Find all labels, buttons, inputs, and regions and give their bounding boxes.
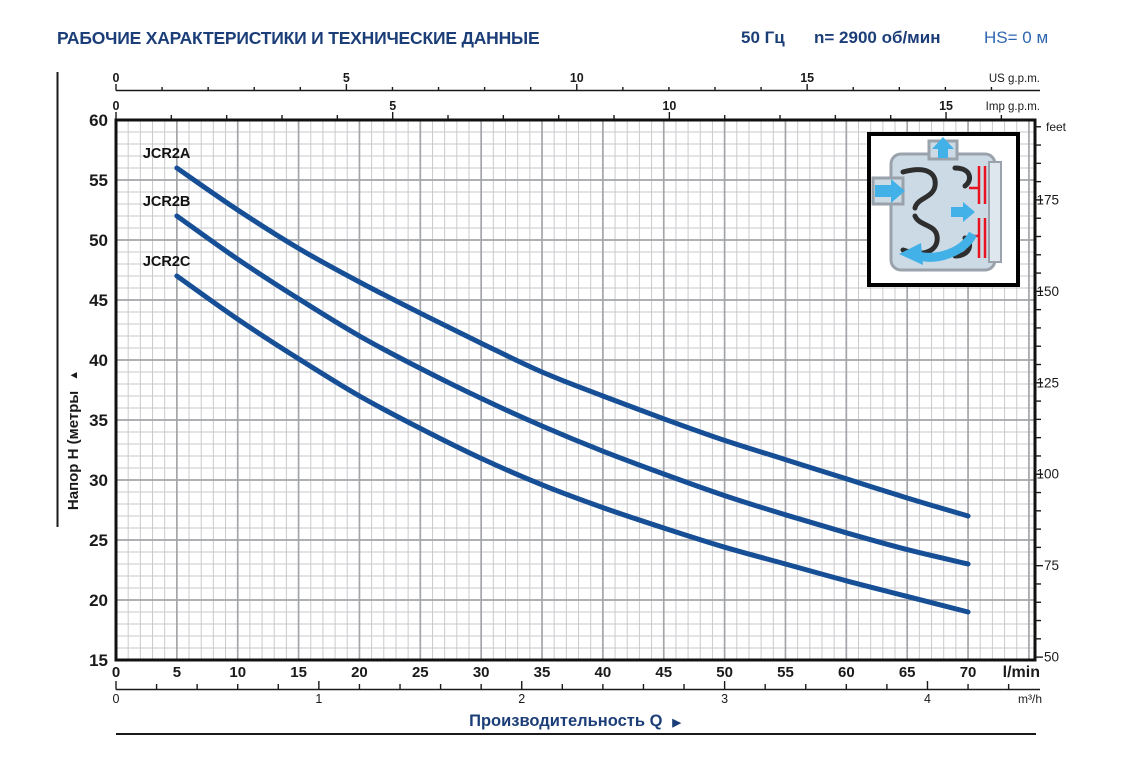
feet-unit-label: feet [1046,120,1067,134]
lmin-tick-label: 20 [351,664,368,681]
lmin-tick-label: 55 [777,664,794,681]
lmin-tick-label: 5 [173,664,181,681]
x-axis-title: Производительность Q ▶ [469,712,681,730]
head-m-tick-label: 25 [89,531,108,550]
inlet-flow-arrow [875,179,905,203]
lmin-tick-label: 60 [838,664,855,681]
curve-label-jcr2b: JCR2B [143,194,191,210]
head-m-tick-label: 15 [89,651,108,670]
us-gpm-tick-label: 10 [570,71,584,85]
us-gpm-tick-label: 0 [113,71,120,85]
feet-tick-label: 50 [1044,650,1059,665]
rear-flange [988,161,1002,263]
head-m-tick-label: 50 [89,231,108,250]
m3h-unit-label: m³/h [1018,692,1042,706]
head-m-tick-label: 55 [89,171,108,190]
venturi-flow-arrow [951,202,975,222]
imp-gpm-tick-label: 5 [389,99,396,113]
imp-gpm-tick-label: 15 [939,99,953,113]
plot-border [114,118,1037,662]
lmin-tick-label: 50 [716,664,733,681]
curve-label-jcr2c: JCR2C [143,254,191,270]
page-title: РАБОЧИЕ ХАРАКТЕРИСТИКИ И ТЕХНИЧЕСКИЕ ДАН… [57,28,540,48]
curve-jcr2a [174,165,971,519]
lmin-tick-label: 45 [655,664,672,681]
spec-suction-head: HS= 0 м [984,28,1049,47]
imp-gpm-unit-label: Imp g.p.m. [986,101,1040,113]
feet-tick-label: 150 [1036,284,1059,299]
imp-gpm-tick-label: 10 [662,99,676,113]
m3h-tick-label: 1 [315,692,322,706]
lmin-tick-label: 35 [534,664,551,681]
feet-tick-label: 175 [1036,192,1059,207]
lmin-tick-label: 30 [473,664,490,681]
lmin-tick-label: 10 [229,664,246,681]
curve-jcr2c [174,273,971,615]
y-axis-title: Напор H (метры▲ [65,370,82,510]
lmin-tick-label: 70 [960,664,977,681]
us-gpm-unit-label: US g.p.m. [989,73,1040,85]
spec-speed: n= 2900 об/мин [814,28,941,47]
lmin-tick-label: 40 [595,664,612,681]
lmin-tick-label: 25 [412,664,429,681]
flow-channel [900,167,938,211]
m3h-tick-label: 3 [721,692,728,706]
lmin-unit-label: l/min [1003,664,1040,681]
head-m-tick-label: 35 [89,411,108,430]
feet-tick-label: 100 [1036,467,1059,482]
outlet-flow-arrow [932,137,954,158]
head-m-tick-label: 45 [89,291,108,310]
lmin-tick-label: 0 [112,664,120,681]
head-m-tick-label: 30 [89,471,108,490]
lmin-tick-label: 15 [290,664,307,681]
curve-jcr2b [174,213,971,567]
recirculation-arrow-head [899,243,923,265]
feet-tick-label: 75 [1044,558,1059,573]
feet-tick-label: 125 [1036,375,1059,390]
head-m-tick-label: 40 [89,351,108,370]
m3h-tick-label: 0 [113,692,120,706]
us-gpm-tick-label: 15 [800,71,814,85]
spec-frequency: 50 Гц [741,28,785,47]
m3h-tick-label: 2 [518,692,525,706]
head-m-tick-label: 60 [89,111,108,130]
lmin-tick-label: 65 [899,664,916,681]
pump-cross-section-inset [867,132,1020,287]
flow-channel [952,165,973,189]
imp-gpm-tick-label: 0 [113,99,120,113]
us-gpm-tick-label: 5 [343,71,350,85]
m3h-tick-label: 4 [924,692,931,706]
head-m-tick-label: 20 [89,591,108,610]
curve-label-jcr2a: JCR2A [143,146,191,162]
